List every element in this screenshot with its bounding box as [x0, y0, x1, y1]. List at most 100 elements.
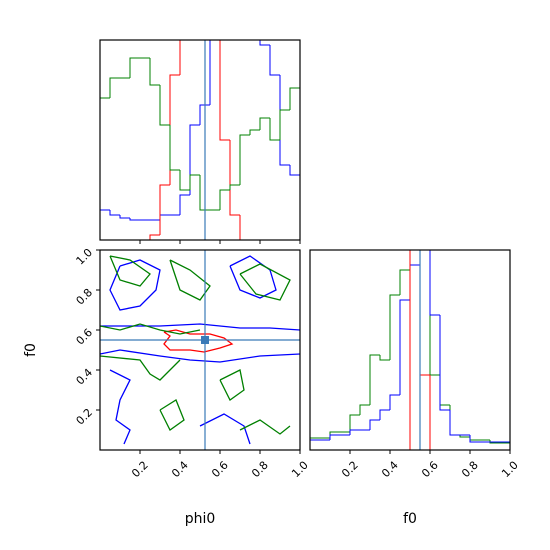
hist-step	[419, 250, 430, 376]
x-tick-label: 1.0	[289, 459, 311, 481]
hist-step	[369, 419, 380, 430]
hist-step	[500, 441, 510, 450]
hist-step	[239, 134, 250, 185]
hist-step	[259, 117, 270, 130]
x-tick-label: 0.4	[379, 459, 401, 481]
y-axis-label: f0	[23, 343, 39, 357]
panel-data	[310, 250, 510, 450]
contour-line	[109, 369, 131, 445]
hist-step	[449, 405, 460, 436]
hist-step	[179, 194, 190, 215]
hist-step	[459, 435, 470, 438]
hist-step	[310, 437, 320, 450]
x-tick-label: 0.8	[459, 459, 481, 481]
hist-step	[129, 218, 140, 221]
hist-step	[109, 210, 120, 216]
hist-step	[310, 439, 320, 450]
hist-step	[279, 75, 290, 166]
hist-step	[439, 315, 450, 411]
panel-data	[100, 250, 300, 450]
y-tick-label: 0.4	[74, 366, 96, 388]
hist-step	[149, 234, 160, 240]
contour-line	[100, 323, 300, 331]
hist-step	[199, 104, 210, 125]
panel-data	[100, 40, 300, 240]
hist-step	[159, 184, 170, 235]
hist-step	[379, 409, 390, 420]
hist-step	[429, 250, 440, 316]
hist-step	[249, 129, 260, 135]
contour-line	[229, 255, 277, 299]
hist-step	[279, 109, 290, 140]
x-tick-label: 0.8	[249, 459, 271, 481]
axes-frame	[309, 249, 511, 451]
hist-step	[109, 77, 120, 98]
contour-line	[159, 399, 185, 431]
hist-step	[149, 58, 160, 86]
hist-step	[259, 40, 270, 46]
hist-step	[429, 375, 440, 450]
contour-line	[109, 259, 161, 311]
hist-step	[389, 394, 400, 410]
hist-step	[239, 215, 250, 240]
hist-step	[449, 410, 460, 436]
truth-marker	[201, 336, 209, 344]
hist-step	[389, 294, 400, 360]
contour-line	[199, 413, 251, 445]
x-tick-label: 0.2	[339, 459, 361, 481]
hist-step	[189, 124, 200, 195]
y-tick-label: 0.6	[74, 326, 96, 348]
contour-line	[109, 255, 151, 287]
hist-step	[439, 375, 450, 406]
hist-step	[349, 414, 360, 432]
hist-step	[399, 299, 410, 395]
hist-step	[409, 264, 420, 300]
hist-step	[219, 40, 230, 141]
hist-step	[349, 429, 360, 435]
y-tick-label: 0.8	[74, 286, 96, 308]
hist-step	[179, 40, 181, 75]
hist-step	[399, 269, 410, 295]
hist-step	[199, 175, 210, 211]
hist-step	[329, 434, 340, 440]
contour-line	[163, 329, 234, 353]
hist-step	[429, 250, 440, 376]
x-tick-label: 0.2	[129, 459, 151, 481]
hist-step	[159, 85, 170, 126]
hist-step	[189, 174, 200, 190]
contour-line	[100, 349, 300, 363]
x-tick-label: 0.6	[209, 459, 231, 481]
x-tick-label: 0.4	[169, 459, 191, 481]
hist-step	[209, 40, 211, 105]
hist-step	[289, 165, 300, 240]
x-tick-label: 1.0	[499, 459, 521, 481]
axes-frame	[99, 249, 301, 451]
hist-step	[129, 57, 140, 78]
hist-step	[369, 354, 380, 405]
hist-step	[489, 440, 500, 444]
x-axis-label: phi0	[185, 511, 216, 527]
hist-step	[169, 74, 180, 185]
x-tick-label: 0.6	[419, 459, 441, 481]
hist-step	[379, 355, 390, 361]
hist-step	[119, 215, 130, 219]
hist-step	[289, 87, 300, 240]
hist-step	[269, 118, 280, 141]
contour-line	[169, 259, 211, 301]
contour-line	[239, 419, 291, 435]
hist-step	[269, 45, 280, 76]
hist-step	[359, 404, 370, 415]
hist-step	[469, 437, 480, 441]
x-axis-label: f0	[403, 511, 417, 527]
hist-step	[219, 189, 230, 210]
hist-step	[229, 140, 240, 216]
hist-step	[100, 209, 110, 240]
contour-line	[219, 369, 245, 401]
contour-line	[100, 355, 181, 381]
hist-step	[159, 214, 170, 220]
y-tick-label: 0.2	[74, 406, 96, 428]
contour-line	[100, 323, 201, 335]
hist-step	[229, 184, 240, 190]
hist-step	[169, 125, 180, 171]
